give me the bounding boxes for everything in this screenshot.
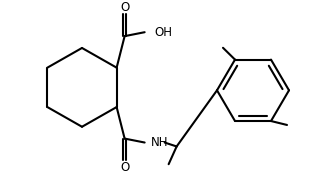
Text: O: O	[120, 161, 129, 174]
Text: NH: NH	[151, 136, 168, 149]
Text: O: O	[120, 1, 129, 14]
Text: OH: OH	[155, 26, 173, 39]
